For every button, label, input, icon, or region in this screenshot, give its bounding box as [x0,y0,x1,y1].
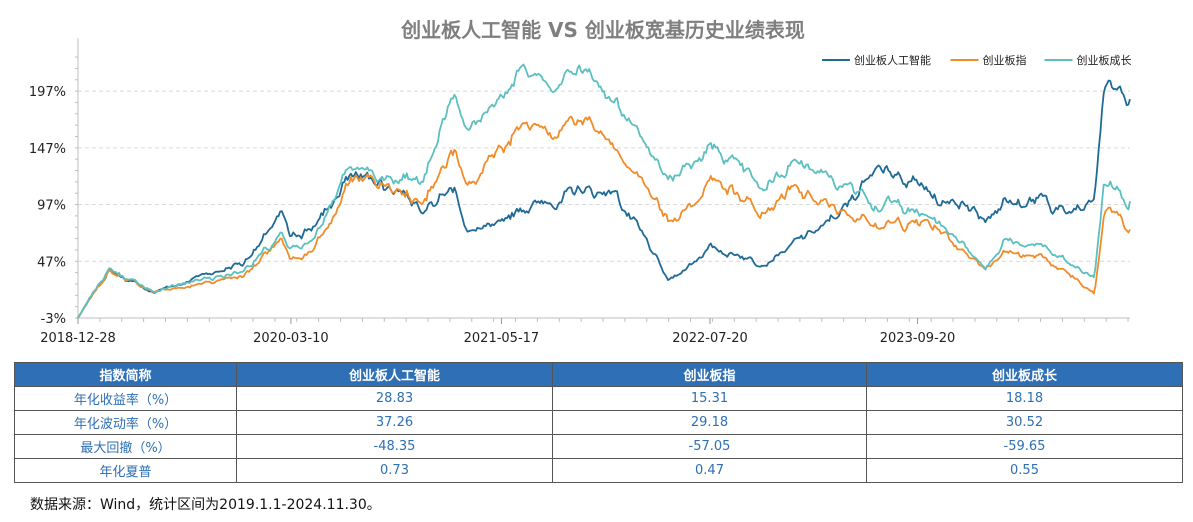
table-header-row: 指数简称 创业板人工智能 创业板指 创业板成长 [14,362,1183,387]
stats-table: 指数简称 创业板人工智能 创业板指 创业板成长 年化收益率（%） 28.83 1… [14,362,1183,483]
row-label: 最大回撤（%） [14,434,237,459]
table-cell: 0.73 [236,458,553,483]
row-label: 年化夏普 [14,458,237,483]
row-label: 年化波动率（%） [14,410,237,435]
table-cell: 0.47 [552,458,867,483]
table-cell: 0.55 [866,458,1183,483]
x-tick-label: 2023-09-20 [880,331,956,346]
table-cell: 30.52 [866,410,1183,435]
axes: -3% 47% 97% 147% 197% 2018-12-28 2020-03-10 202… [29,38,1130,346]
table-header: 指数简称 [14,362,237,387]
table-cell: 37.26 [236,410,553,435]
y-tick-label: 97% [37,199,66,214]
chart-title: 创业板人工智能 VS 创业板宽基历史业绩表现 [400,18,805,42]
legend-label: 创业板人工智能 [854,53,931,67]
legend: 创业板人工智能 创业板指 创业板成长 [822,53,1132,67]
table-cell: 15.31 [552,386,867,411]
source-note: 数据来源：Wind，统计区间为2019.1.1-2024.11.30。 [30,497,381,513]
table-cell: 18.18 [866,386,1183,411]
y-tick-label: 197% [29,85,66,100]
table-row: 最大回撤（%） -48.35 -57.05 -59.65 [14,434,1183,459]
legend-label: 创业板成长 [1077,53,1132,67]
table-row: 年化波动率（%） 37.26 29.18 30.52 [14,410,1183,435]
y-tick-label: -3% [41,312,66,327]
x-tick-label: 2021-05-17 [464,331,540,346]
table-row: 年化收益率（%） 28.83 15.31 18.18 [14,386,1183,411]
table-cell: -59.65 [866,434,1183,459]
table-row: 年化夏普 0.73 0.47 0.55 [14,458,1183,483]
grid-lines [78,90,1130,262]
row-label: 年化收益率（%） [14,386,237,411]
table-cell: 29.18 [552,410,867,435]
x-tick-label: 2018-12-28 [40,331,116,346]
y-tick-label: 47% [37,255,66,270]
series-line-2 [77,115,1131,319]
table-header: 创业板人工智能 [236,362,553,387]
line-chart: 创业板人工智能 VS 创业板宽基历史业绩表现 -3% 47% 97% 147% 197%… [29,18,1132,346]
x-tick-label: 2022-07-20 [672,331,748,346]
table-cell: -48.35 [236,434,553,459]
table-cell: 28.83 [236,386,553,411]
x-tick-label: 2020-03-10 [253,331,329,346]
series-lines [77,63,1131,319]
legend-label: 创业板指 [983,53,1027,67]
y-tick-label: 147% [29,142,66,157]
table-cell: -57.05 [552,434,867,459]
table-header: 创业板成长 [866,362,1183,387]
table-header: 创业板指 [552,362,867,387]
series-line-1 [77,79,1131,319]
series-line-3 [77,63,1131,319]
